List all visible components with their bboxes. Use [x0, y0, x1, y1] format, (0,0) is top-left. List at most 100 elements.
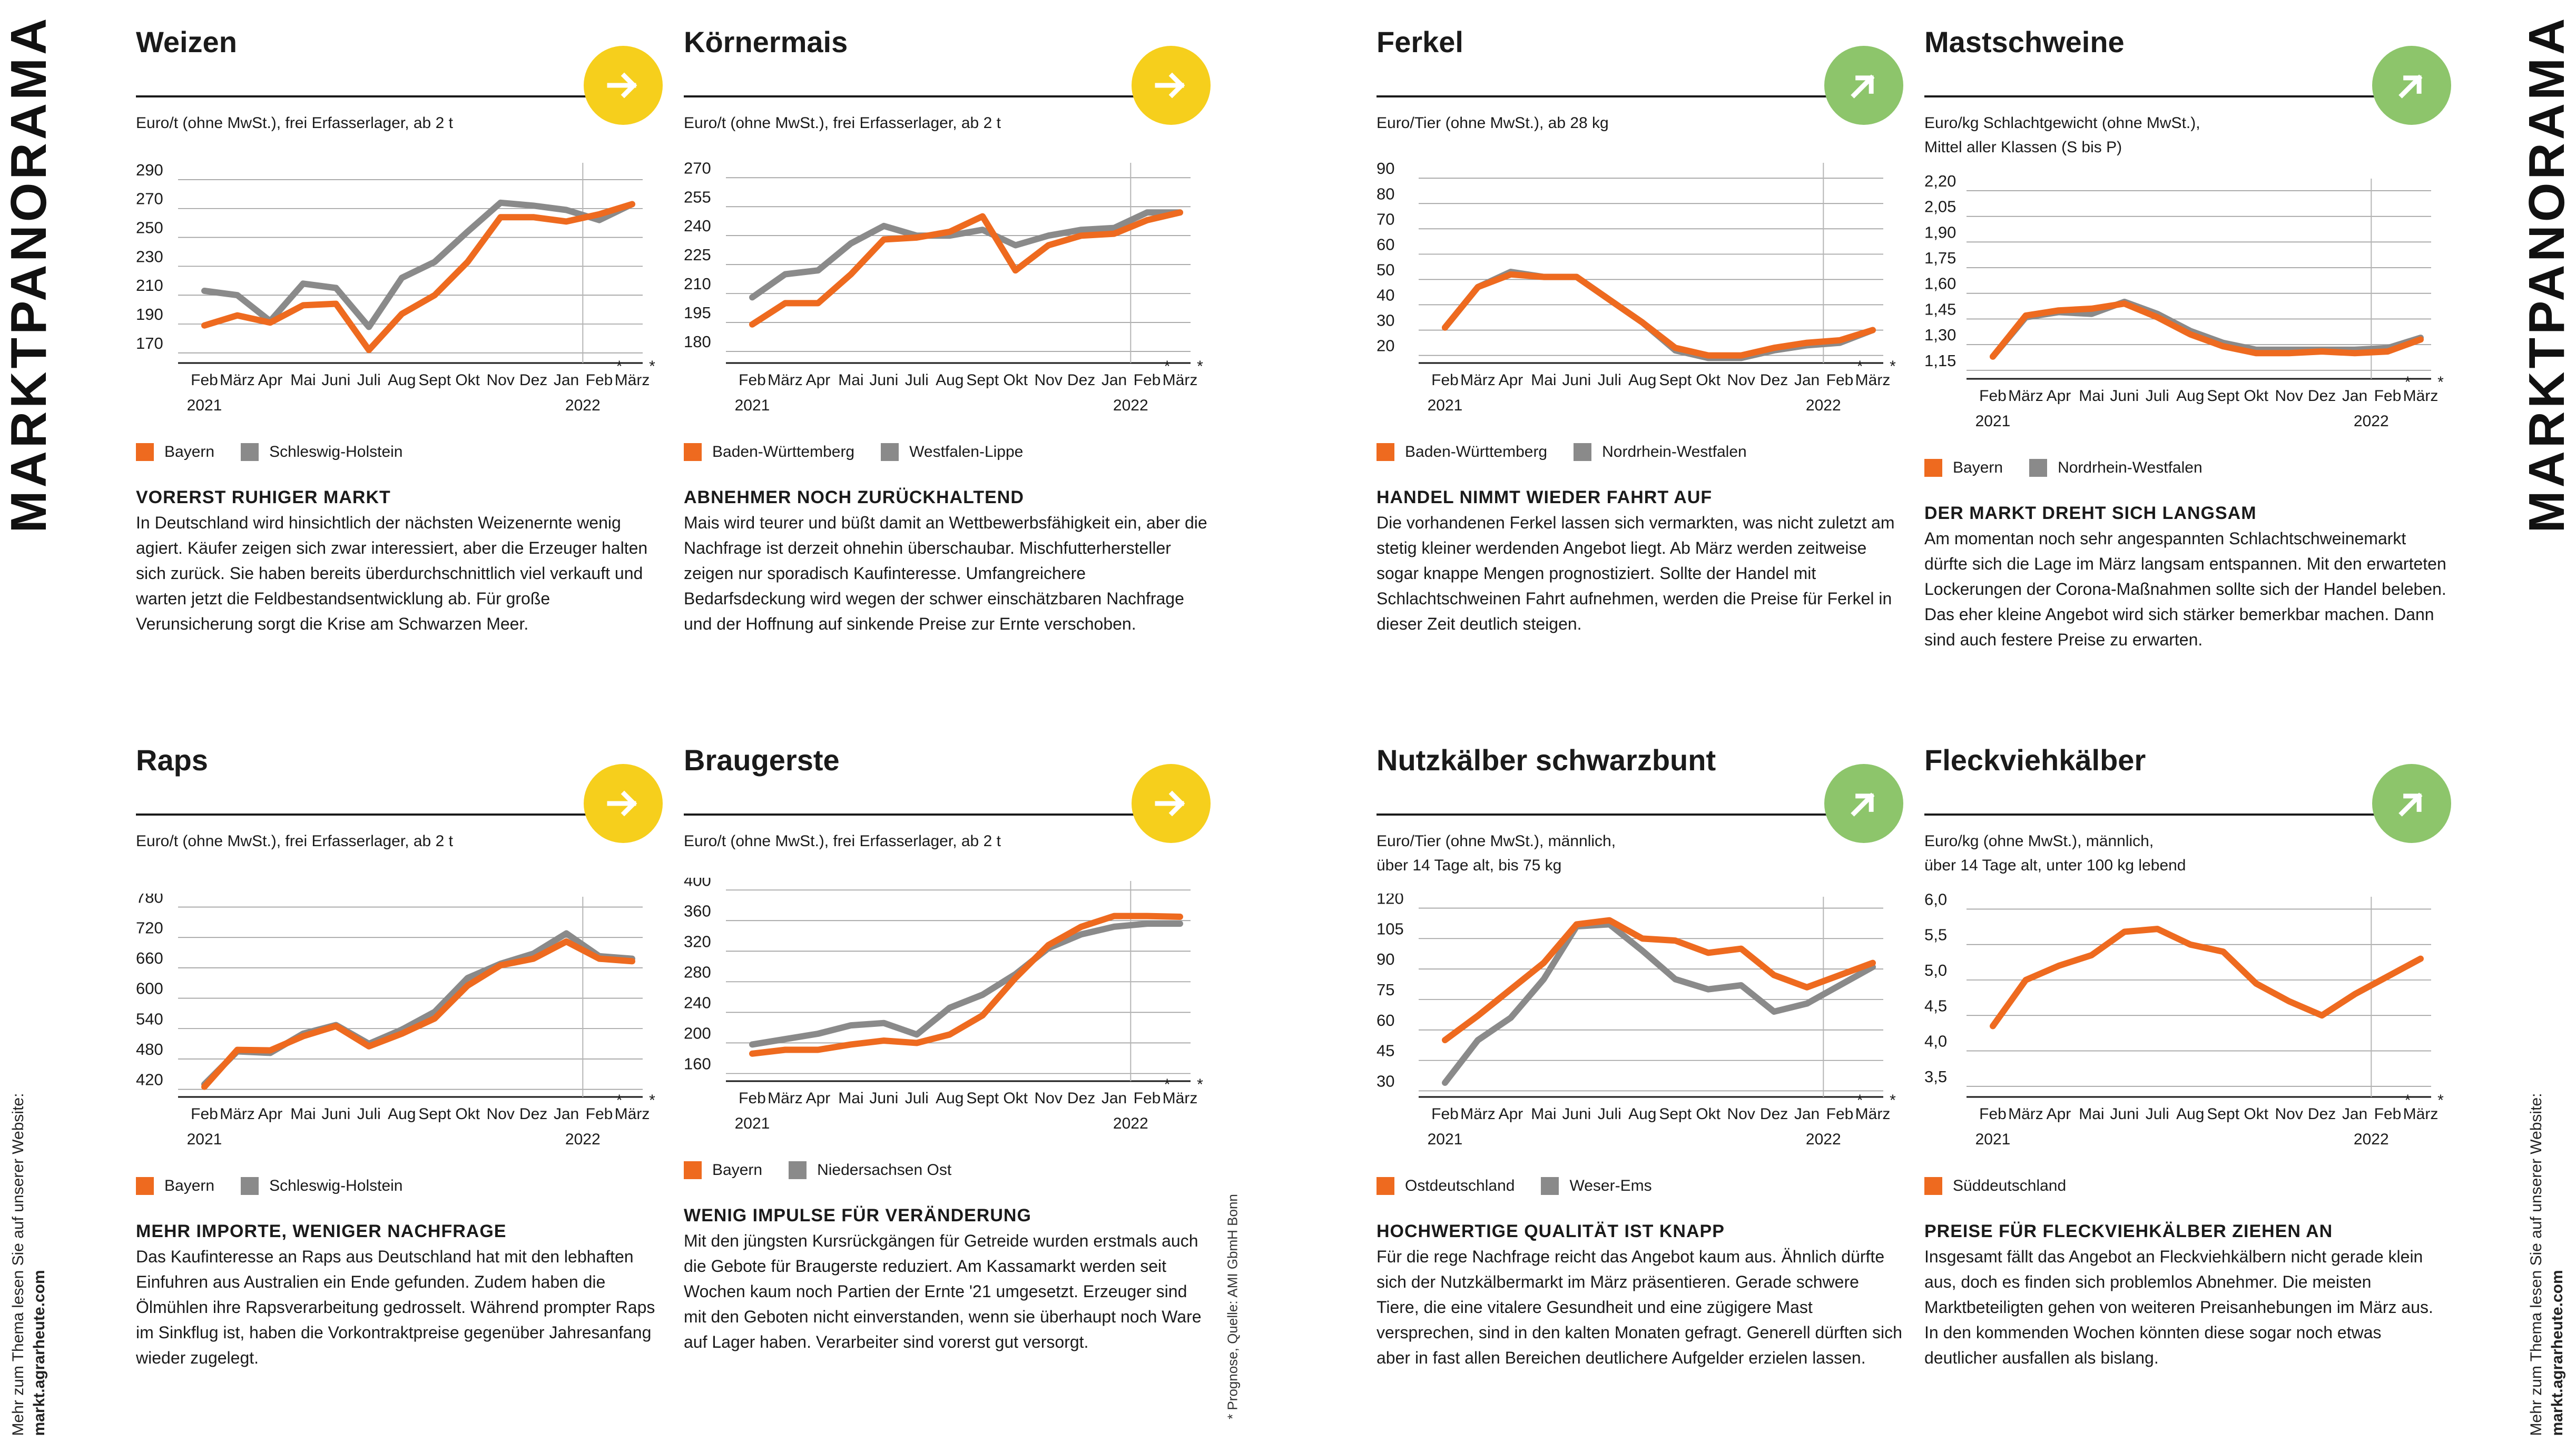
title-rule: [1924, 813, 2383, 816]
panel-title: Nutzkälber schwarzbunt: [1377, 743, 1716, 777]
x-tick-label: Juli: [905, 371, 929, 389]
year-label: 2022: [565, 1131, 601, 1148]
x-tick-label: Dez: [519, 1105, 547, 1123]
legend-item: Bayern: [136, 443, 214, 461]
forecast-mark: *: [649, 358, 655, 375]
x-tick-label: Apr: [806, 1090, 831, 1107]
title-rule: [684, 813, 1142, 816]
section-title: MARKTPANORAMA: [1, 15, 57, 533]
x-tick-label: März: [768, 371, 803, 389]
arrow-right-icon: [1155, 790, 1185, 817]
forecast-mark: *: [1164, 1076, 1171, 1093]
footer-link[interactable]: markt.agrarheute.com: [2549, 1270, 2566, 1436]
y-tick-label: 80: [1377, 184, 1394, 203]
legend-swatch: [1377, 1177, 1394, 1195]
x-tick-label: März: [1163, 371, 1198, 389]
x-tick-label: Sept: [1659, 371, 1692, 389]
y-tick-label: 1,75: [1924, 249, 1956, 267]
legend-swatch: [136, 1177, 154, 1195]
y-tick-label: 1,45: [1924, 300, 1956, 318]
article-headline: MEHR IMPORTE, WENIGER NACHFRAGE: [136, 1221, 507, 1241]
trend-badge: [584, 764, 663, 843]
title-rule: [136, 813, 594, 816]
legend-swatch: [241, 443, 259, 461]
legend-item: Schleswig-Holstein: [241, 1177, 403, 1195]
x-tick-label: Sept: [2207, 1105, 2239, 1123]
series-line-weser-ems: [1442, 921, 1876, 1086]
legend-label: Schleswig-Holstein: [269, 1177, 403, 1194]
panel-mastschweine: Mastschweine Euro/kg Schlachtgewicht (ohn…: [1924, 24, 2456, 719]
unit-label: Euro/kg (ohne MwSt.), männlich, über 14 …: [1924, 832, 2186, 874]
y-tick-label: 240: [684, 993, 711, 1012]
x-tick-label: Mai: [2079, 1105, 2104, 1123]
x-tick-label: Sept: [966, 1090, 999, 1107]
y-tick-label: 170: [136, 334, 163, 352]
y-tick-label: 6,0: [1924, 894, 1947, 908]
legend-item: Nordrhein-Westfalen: [1574, 443, 1747, 461]
x-tick-label: Okt: [455, 1105, 480, 1123]
x-tick-label: Sept: [418, 1105, 451, 1123]
forecast-mark: *: [2437, 374, 2444, 391]
forecast-mark: *: [1197, 1076, 1203, 1093]
x-tick-label: Juni: [321, 371, 350, 389]
x-tick-label: Mai: [1531, 371, 1556, 389]
forecast-mark: *: [2405, 374, 2411, 391]
line-chart: 160 200 240 280 320 360 400 Feb März Apr Mai Juni Ju…: [684, 871, 1216, 1152]
trend-badge: [2372, 46, 2451, 125]
y-tick-label: 20: [1377, 337, 1394, 355]
article-headline: HOCHWERTIGE QUALITÄT IST KNAPP: [1377, 1221, 1725, 1241]
x-tick-label: Okt: [1003, 1090, 1028, 1107]
x-tick-label: Apr: [1499, 1105, 1523, 1123]
x-tick-label: Feb: [1979, 387, 2007, 405]
legend: Baden-Württemberg Nordrhein-Westfalen: [1377, 442, 1773, 463]
x-tick-label: März: [768, 1090, 803, 1107]
y-tick-label: 75: [1377, 981, 1394, 999]
x-tick-label: Dez: [2308, 387, 2336, 405]
x-tick-label: Juni: [321, 1105, 350, 1123]
x-tick-label: Nov: [486, 371, 514, 389]
x-tick-label: Aug: [936, 1090, 963, 1107]
x-tick-label: Aug: [388, 371, 416, 389]
legend-label: Bayern: [712, 1161, 763, 1179]
series-line-schleswig-holstein: [201, 930, 635, 1087]
x-tick-label: Feb: [739, 371, 766, 389]
year-label: 2022: [565, 397, 601, 414]
y-tick-label: 270: [684, 160, 711, 177]
article-text: Die vorhandenen Ferkel lassen sich verma…: [1377, 513, 1895, 633]
year-label: 2022: [1113, 397, 1148, 414]
x-tick-label: Juli: [2146, 387, 2169, 405]
x-tick-label: Nov: [1034, 371, 1062, 389]
series-line-niedersachsen-ost: [749, 920, 1183, 1048]
unit-label: Euro/kg Schlachtgewicht (ohne MwSt.), Mi…: [1924, 114, 2200, 156]
series-line-schleswig-holstein: [201, 199, 635, 330]
forecast-mark: *: [1857, 358, 1863, 375]
x-tick-label: Jan: [2342, 387, 2367, 405]
y-tick-label: 180: [684, 332, 711, 351]
legend-swatch: [136, 443, 154, 461]
x-tick-label: Feb: [2374, 387, 2402, 405]
x-tick-label: Sept: [1659, 1105, 1692, 1123]
x-tick-label: Feb: [1134, 371, 1161, 389]
legend-item: Niedersachsen Ost: [789, 1161, 951, 1179]
y-tick-label: 30: [1377, 311, 1394, 330]
line-chart: 1,15 1,30 1,45 1,60 1,75 1,90 2,05 2,20 Feb März A…: [1924, 172, 2456, 449]
forecast-mark: *: [1197, 358, 1203, 375]
arrow-up-right-icon: [1851, 792, 1875, 817]
y-tick-label: 195: [684, 303, 711, 322]
x-tick-label: Jan: [2342, 1105, 2367, 1123]
website-footer: Mehr zum Thema lesen Sie auf unserer Web…: [8, 1093, 50, 1436]
legend-swatch: [1377, 443, 1394, 461]
x-tick-label: Feb: [191, 1105, 218, 1123]
footer-link[interactable]: markt.agrarheute.com: [31, 1270, 48, 1436]
footer-text: Mehr zum Thema lesen Sie auf unserer Web…: [9, 1093, 27, 1436]
legend-label: Bayern: [1953, 459, 2003, 476]
y-tick-label: 320: [684, 932, 711, 950]
x-tick-label: März: [220, 371, 255, 389]
legend: Bayern Niedersachsen Ost: [684, 1160, 978, 1181]
year-label: 2021: [735, 1115, 770, 1132]
x-tick-label: März: [1855, 371, 1891, 389]
